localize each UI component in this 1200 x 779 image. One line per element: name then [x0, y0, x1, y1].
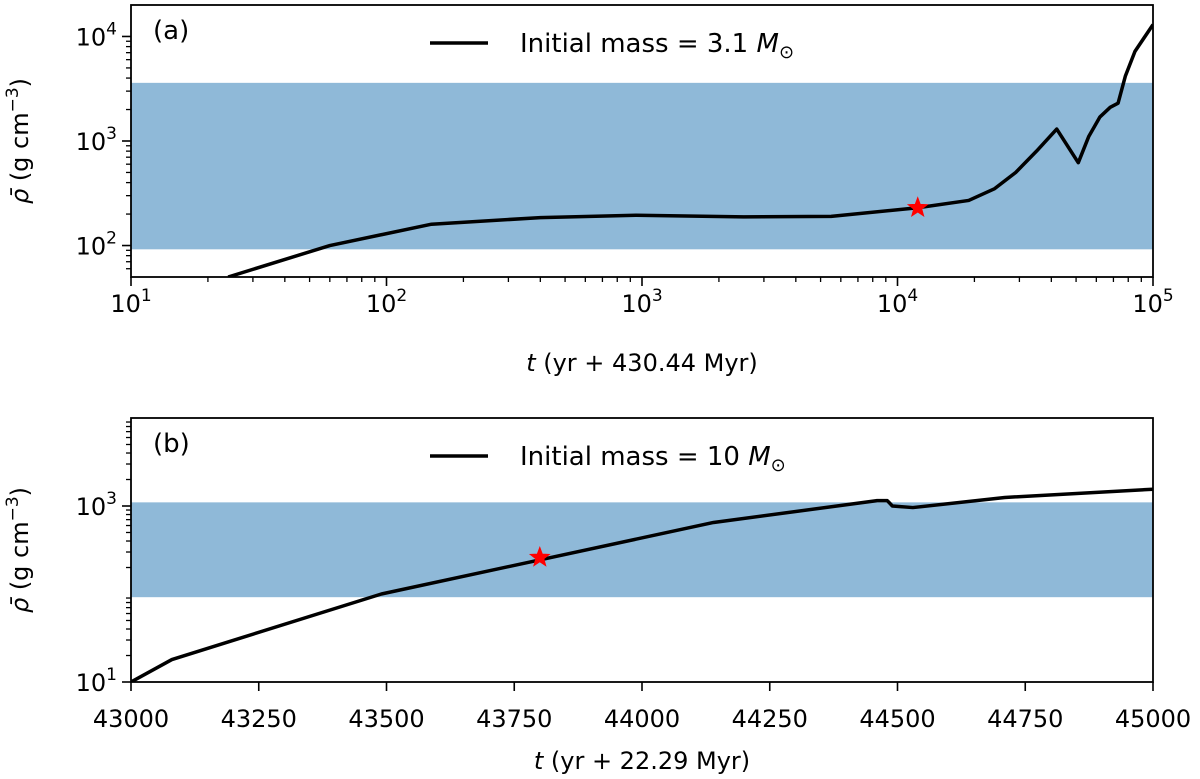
plot-frame	[130, 417, 1154, 683]
shaded-band	[131, 82, 1153, 250]
x-tick-label: 104	[877, 286, 918, 318]
y-axis-label: ρ̄ (g cm−3)	[3, 487, 34, 613]
panel-b: 43000 43250 43500 43750 44000 44250 44500 44750…	[3, 417, 1191, 775]
panel-label: (a)	[153, 16, 189, 46]
x-axis-label: t (yr + 22.29 Myr)	[534, 747, 750, 775]
series-line-0	[227, 23, 1153, 277]
x-tick-label: 43500	[348, 705, 424, 733]
y-tick-label: 103	[76, 489, 117, 521]
plot-frame	[130, 4, 1154, 278]
x-tick-label: 44250	[732, 705, 808, 733]
x-tick-label: 43250	[221, 705, 297, 733]
x-tick-label: 43000	[93, 705, 169, 733]
x-tick-label: 102	[366, 286, 407, 318]
star-marker	[528, 546, 551, 567]
x-tick-label: 101	[110, 286, 151, 318]
x-tick-label: 44000	[604, 705, 680, 733]
y-tick-label: 102	[76, 229, 117, 261]
x-tick-label: 103	[621, 286, 662, 318]
legend-label: Initial mass = 3.1 M⊙	[520, 29, 794, 63]
x-tick-label: 45000	[1115, 705, 1191, 733]
y-axis-label: ρ̄ (g cm−3)	[3, 78, 34, 204]
x-tick-label: 43750	[476, 705, 552, 733]
panel-a: 101 102 103 104 105 102 103 104 (a) Initial mass …	[3, 4, 1174, 377]
panel-label: (b)	[153, 429, 190, 459]
x-tick-label: 105	[1132, 286, 1173, 318]
shaded-band	[131, 502, 1153, 598]
x-tick-label: 44750	[987, 705, 1063, 733]
series-line-0	[131, 487, 1153, 682]
x-axis-label: t (yr + 430.44 Myr)	[526, 349, 758, 377]
y-tick-label: 104	[76, 19, 117, 51]
y-tick-label: 101	[76, 665, 117, 697]
x-tick-label: 44500	[859, 705, 935, 733]
legend-label: Initial mass = 10 M⊙	[520, 442, 786, 476]
y-tick-label: 103	[76, 124, 117, 156]
star-marker	[906, 196, 929, 217]
